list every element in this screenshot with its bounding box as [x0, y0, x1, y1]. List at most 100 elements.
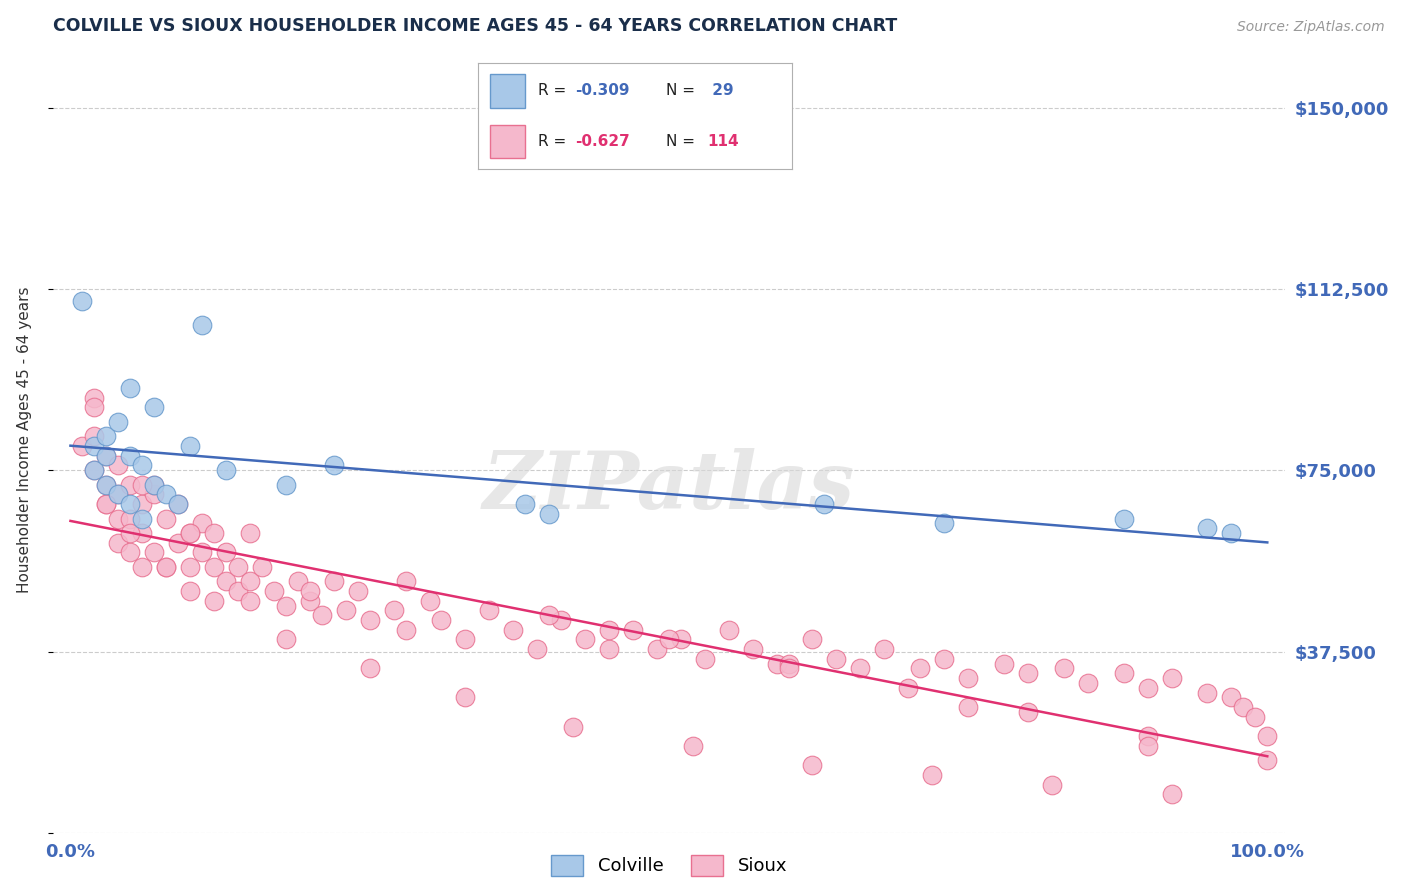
- Point: [801, 758, 824, 772]
- Point: [131, 478, 153, 492]
- Point: [574, 632, 596, 647]
- Point: [1197, 521, 1219, 535]
- Point: [215, 463, 238, 477]
- Point: [873, 642, 896, 657]
- Point: [107, 458, 129, 473]
- Point: [298, 584, 321, 599]
- Point: [107, 487, 129, 501]
- Point: [155, 511, 177, 525]
- Point: [1136, 739, 1159, 753]
- Point: [83, 391, 105, 405]
- Point: [120, 449, 142, 463]
- Point: [239, 526, 262, 541]
- Point: [191, 516, 214, 531]
- Text: ZIPatlas: ZIPatlas: [482, 449, 855, 526]
- Point: [96, 478, 118, 492]
- Point: [167, 497, 190, 511]
- Point: [515, 497, 537, 511]
- Point: [274, 478, 297, 492]
- Point: [274, 632, 297, 647]
- Point: [921, 768, 943, 782]
- Point: [418, 594, 440, 608]
- Point: [1017, 666, 1039, 681]
- Point: [179, 526, 201, 541]
- Point: [155, 560, 177, 574]
- Point: [934, 652, 956, 666]
- Point: [250, 560, 273, 574]
- Point: [143, 401, 166, 415]
- Point: [430, 613, 453, 627]
- Point: [191, 318, 214, 333]
- Point: [143, 487, 166, 501]
- Point: [202, 560, 225, 574]
- Point: [1232, 700, 1254, 714]
- Point: [120, 526, 142, 541]
- Point: [202, 526, 225, 541]
- Point: [120, 497, 142, 511]
- Point: [717, 623, 740, 637]
- Point: [825, 652, 848, 666]
- Point: [934, 516, 956, 531]
- Point: [645, 642, 668, 657]
- Point: [120, 545, 142, 559]
- Point: [311, 608, 333, 623]
- Point: [1136, 729, 1159, 743]
- Point: [454, 632, 477, 647]
- Point: [239, 574, 262, 589]
- Point: [131, 511, 153, 525]
- Point: [120, 478, 142, 492]
- Point: [538, 507, 561, 521]
- Point: [346, 584, 368, 599]
- Point: [1077, 676, 1099, 690]
- Point: [669, 632, 692, 647]
- Point: [179, 560, 201, 574]
- Point: [239, 594, 262, 608]
- Point: [562, 719, 585, 733]
- Point: [179, 584, 201, 599]
- Point: [143, 478, 166, 492]
- Text: Source: ZipAtlas.com: Source: ZipAtlas.com: [1237, 20, 1385, 34]
- Point: [1160, 671, 1182, 685]
- Point: [394, 574, 416, 589]
- Point: [215, 545, 238, 559]
- Point: [359, 613, 381, 627]
- Point: [778, 657, 800, 671]
- Point: [96, 478, 118, 492]
- Point: [778, 661, 800, 675]
- Point: [107, 511, 129, 525]
- Point: [96, 497, 118, 511]
- Point: [765, 657, 787, 671]
- Point: [526, 642, 548, 657]
- Point: [322, 574, 344, 589]
- Point: [1112, 511, 1135, 525]
- Point: [693, 652, 716, 666]
- Point: [801, 632, 824, 647]
- Point: [957, 700, 980, 714]
- Point: [202, 594, 225, 608]
- Point: [1244, 710, 1267, 724]
- Point: [131, 560, 153, 574]
- Point: [993, 657, 1015, 671]
- Point: [454, 690, 477, 705]
- Point: [908, 661, 931, 675]
- Point: [1197, 686, 1219, 700]
- Point: [263, 584, 285, 599]
- Point: [287, 574, 309, 589]
- Point: [849, 661, 872, 675]
- Point: [72, 439, 94, 453]
- Point: [658, 632, 681, 647]
- Point: [394, 623, 416, 637]
- Point: [143, 478, 166, 492]
- Point: [143, 545, 166, 559]
- Point: [538, 608, 561, 623]
- Point: [502, 623, 524, 637]
- Point: [682, 739, 704, 753]
- Point: [107, 536, 129, 550]
- Point: [1256, 729, 1278, 743]
- Point: [298, 594, 321, 608]
- Point: [120, 381, 142, 395]
- Point: [1112, 666, 1135, 681]
- Point: [131, 458, 153, 473]
- Point: [359, 661, 381, 675]
- Legend: Colville, Sioux: Colville, Sioux: [544, 847, 794, 883]
